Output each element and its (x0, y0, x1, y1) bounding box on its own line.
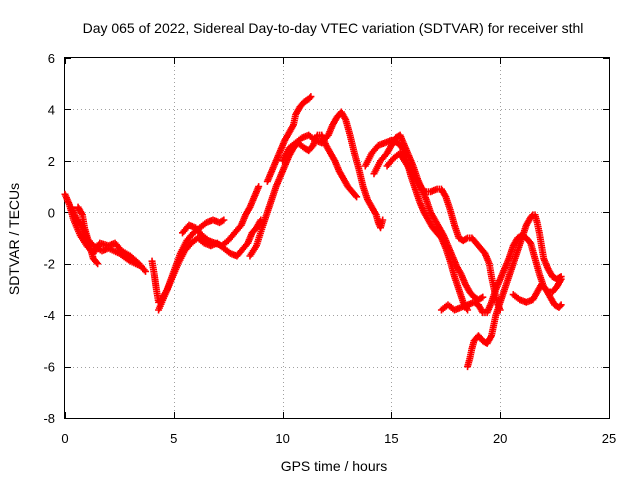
x-tick-label: 5 (170, 431, 177, 446)
data-point (353, 193, 361, 201)
plot-area-border (64, 57, 610, 419)
data-point (218, 217, 226, 225)
y-tick-label: -6 (43, 360, 55, 375)
data-point (93, 258, 101, 266)
data-point (379, 216, 387, 224)
y-tick-label: -4 (43, 308, 55, 323)
series-trace-o (509, 280, 565, 311)
data-point (142, 267, 150, 275)
x-tick-label: 10 (275, 431, 289, 446)
series-trace-n (464, 211, 565, 371)
x-tick-label: 25 (602, 431, 616, 446)
data-point (479, 293, 487, 301)
x-tick-label: 15 (384, 431, 398, 446)
y-tick-label: -8 (43, 411, 55, 426)
axis-ticks: 0 5 10 15 20 25 -8 -6 -4 -2 0 2 4 6 (43, 51, 616, 446)
data-point (351, 192, 359, 200)
x-tick-label: 20 (493, 431, 507, 446)
series-trace-h (263, 93, 315, 185)
y-tick-label: 4 (48, 102, 55, 117)
x-tick-label: 0 (61, 431, 68, 446)
series-trace-c (74, 203, 102, 268)
data-markers (61, 93, 565, 371)
y-tick-label: -2 (43, 257, 55, 272)
data-point (556, 273, 564, 281)
series-trace-f (179, 183, 263, 250)
y-tick-label: 2 (48, 154, 55, 169)
data-point (307, 93, 315, 101)
x-axis-label: GPS time / hours (281, 458, 388, 474)
data-point (255, 183, 263, 191)
data-point (557, 273, 565, 281)
data-point (306, 94, 314, 102)
series-trace-m (437, 231, 565, 317)
y-tick-label: 6 (48, 51, 55, 66)
data-point (137, 262, 145, 270)
data-point (557, 301, 565, 309)
data-point (220, 216, 228, 224)
y-tick-label: 0 (48, 205, 55, 220)
data-point (556, 302, 564, 310)
data-point (462, 235, 470, 243)
y-axis-label: SDTVAR / TECUs (6, 183, 22, 295)
data-point (94, 260, 102, 268)
series-trace-i (279, 108, 387, 232)
data-point (477, 294, 485, 302)
chart-title: Day 065 of 2022, Sidereal Day-to-day VTE… (83, 20, 584, 36)
